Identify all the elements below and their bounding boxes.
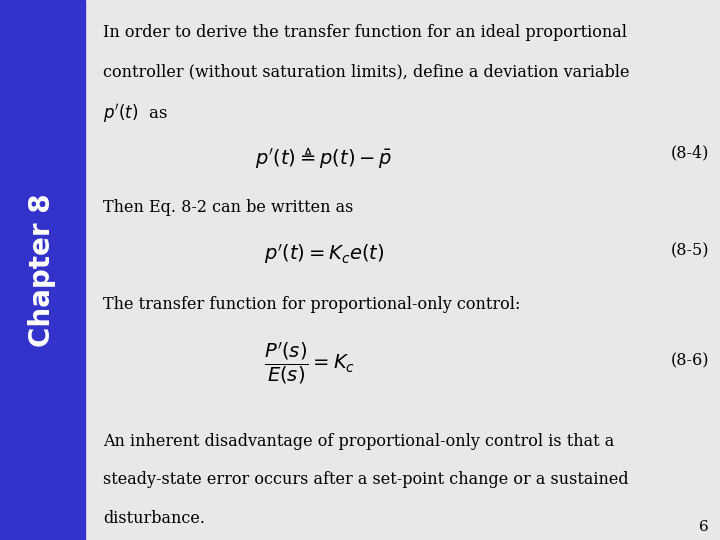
Text: disturbance.: disturbance. [103, 510, 205, 527]
Text: In order to derive the transfer function for an ideal proportional: In order to derive the transfer function… [103, 24, 627, 41]
Text: $\dfrac{P'(s)}{E(s)} = K_c$: $\dfrac{P'(s)}{E(s)} = K_c$ [264, 341, 355, 387]
Text: $p'(t)$  as: $p'(t)$ as [103, 102, 168, 125]
Text: steady-state error occurs after a set-point change or a sustained: steady-state error occurs after a set-po… [103, 471, 629, 488]
Text: $p'(t)\triangleq p(t)- \bar{p}$: $p'(t)\triangleq p(t)- \bar{p}$ [256, 145, 392, 170]
Text: (8-5): (8-5) [671, 242, 709, 259]
Text: An inherent disadvantage of proportional-only control is that a: An inherent disadvantage of proportional… [103, 433, 614, 449]
Bar [0, 0, 85, 540]
Text: controller (without saturation limits), define a deviation variable: controller (without saturation limits), … [103, 63, 629, 80]
Text: $p'(t)= K_c e(t)$: $p'(t)= K_c e(t)$ [264, 242, 384, 266]
Text: (8-4): (8-4) [671, 145, 709, 162]
Text: The transfer function for proportional-only control:: The transfer function for proportional-o… [103, 296, 521, 313]
Text: Then Eq. 8-2 can be written as: Then Eq. 8-2 can be written as [103, 199, 354, 216]
Text: (8-6): (8-6) [671, 352, 709, 369]
Text: 6: 6 [699, 519, 709, 534]
Text: Chapter 8: Chapter 8 [29, 193, 56, 347]
